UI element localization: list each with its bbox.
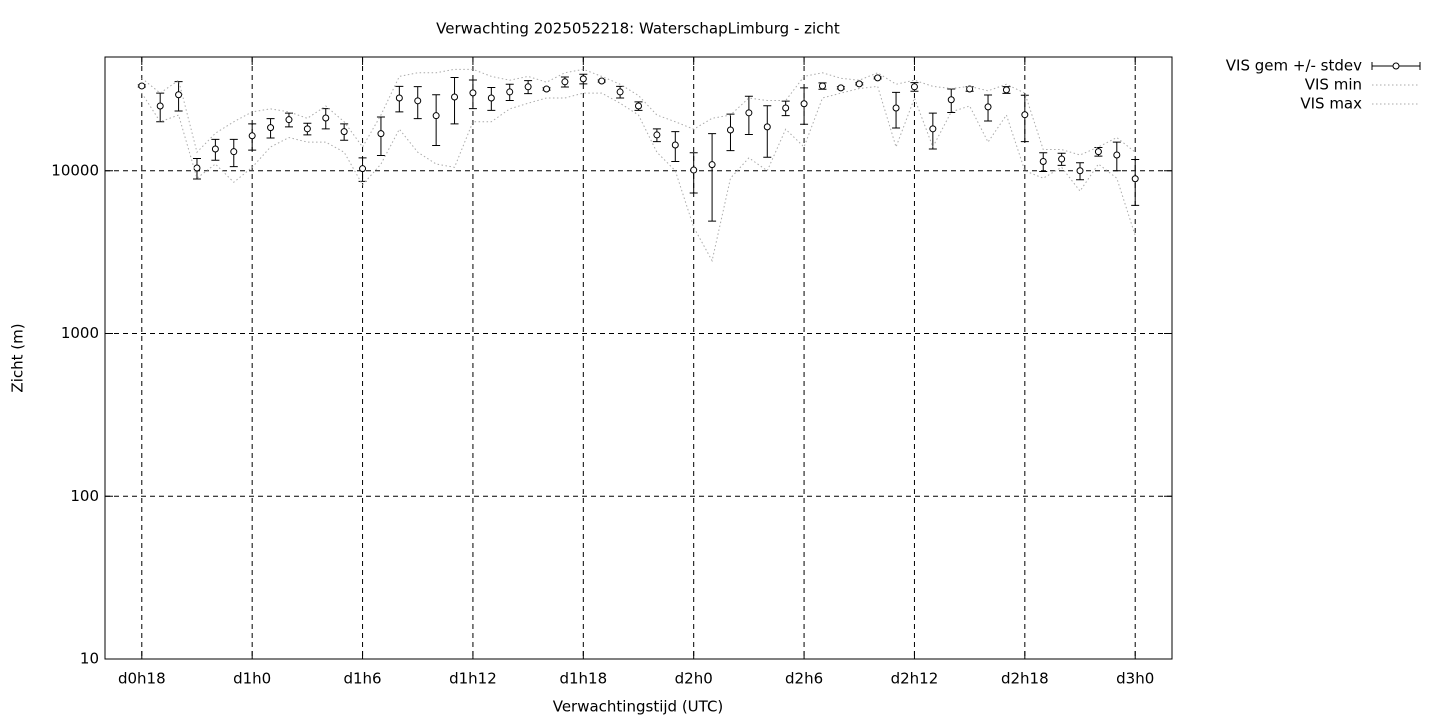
point: [469, 89, 477, 97]
legend-label: VIS max: [1300, 95, 1362, 113]
point: [1113, 151, 1121, 159]
point: [726, 126, 734, 134]
y-tick-label: 1000: [61, 324, 99, 342]
series-line: [141, 85, 1136, 263]
error-bar: [708, 133, 717, 222]
legend-swatch: [1392, 62, 1400, 70]
point: [1058, 155, 1066, 163]
point: [598, 77, 606, 85]
point: [414, 97, 422, 105]
x-tick-label: d2h6: [785, 670, 823, 688]
point: [1021, 111, 1029, 119]
point: [451, 93, 459, 101]
x-tick-label: d2h18: [1001, 670, 1049, 688]
point: [230, 148, 238, 156]
point: [616, 88, 624, 96]
point: [947, 96, 955, 104]
point: [543, 85, 551, 93]
point: [211, 145, 219, 153]
point: [818, 82, 826, 90]
y-axis-label: Zicht (m): [9, 323, 27, 392]
plot-frame: [104, 56, 1173, 660]
error-bar: [1131, 158, 1140, 206]
point: [837, 84, 845, 92]
point: [395, 94, 403, 102]
point: [966, 85, 974, 93]
point: [929, 125, 937, 133]
chart-title: Verwachting 2025052218: WaterschapLimbur…: [436, 20, 840, 38]
point: [175, 91, 183, 99]
point: [892, 104, 900, 112]
point: [855, 80, 863, 88]
point: [653, 131, 661, 139]
point: [524, 83, 532, 91]
x-tick-label: d1h18: [559, 670, 607, 688]
error-bar: [1020, 94, 1029, 143]
point: [782, 104, 790, 112]
x-tick-label: d2h0: [675, 670, 713, 688]
error-bar: [763, 105, 772, 158]
point: [322, 114, 330, 122]
y-tick-label: 100: [70, 487, 99, 505]
point: [1039, 157, 1047, 165]
x-tick-label: d1h6: [343, 670, 381, 688]
point: [763, 123, 771, 131]
point: [635, 102, 642, 110]
point: [193, 164, 201, 172]
point: [984, 103, 992, 111]
x-tick-label: d1h0: [233, 670, 271, 688]
point: [267, 124, 275, 132]
legend-label: VIS min: [1305, 76, 1362, 94]
point: [303, 125, 311, 133]
point: [506, 88, 514, 96]
x-tick-label: d1h12: [449, 670, 497, 688]
x-tick-label: d0h18: [118, 670, 166, 688]
x-axis-label: Verwachtingstijd (UTC): [553, 698, 724, 716]
point: [1131, 175, 1139, 183]
point: [800, 100, 808, 108]
point: [1002, 86, 1010, 94]
y-tick-label: 10000: [51, 161, 99, 179]
point: [432, 112, 440, 120]
point: [285, 116, 293, 124]
point: [745, 109, 753, 117]
point: [487, 94, 495, 102]
point: [156, 102, 164, 110]
point: [561, 78, 569, 86]
point: [1076, 167, 1084, 175]
point: [340, 128, 348, 136]
point: [708, 161, 716, 169]
error-bar: [450, 77, 459, 125]
series-line: [141, 68, 1136, 156]
point: [690, 166, 698, 174]
point: [910, 83, 918, 91]
point: [359, 165, 367, 173]
point: [579, 75, 587, 83]
point: [377, 130, 385, 138]
point: [248, 132, 256, 140]
y-tick-label: 10: [80, 650, 99, 668]
error-bar: [432, 94, 441, 146]
point: [138, 82, 146, 90]
x-tick-label: d3h0: [1116, 670, 1154, 688]
legend-label: VIS gem +/- stdev: [1226, 57, 1362, 75]
x-tick-label: d2h12: [891, 670, 939, 688]
point: [874, 74, 882, 82]
point: [1094, 148, 1102, 156]
point: [671, 141, 679, 149]
